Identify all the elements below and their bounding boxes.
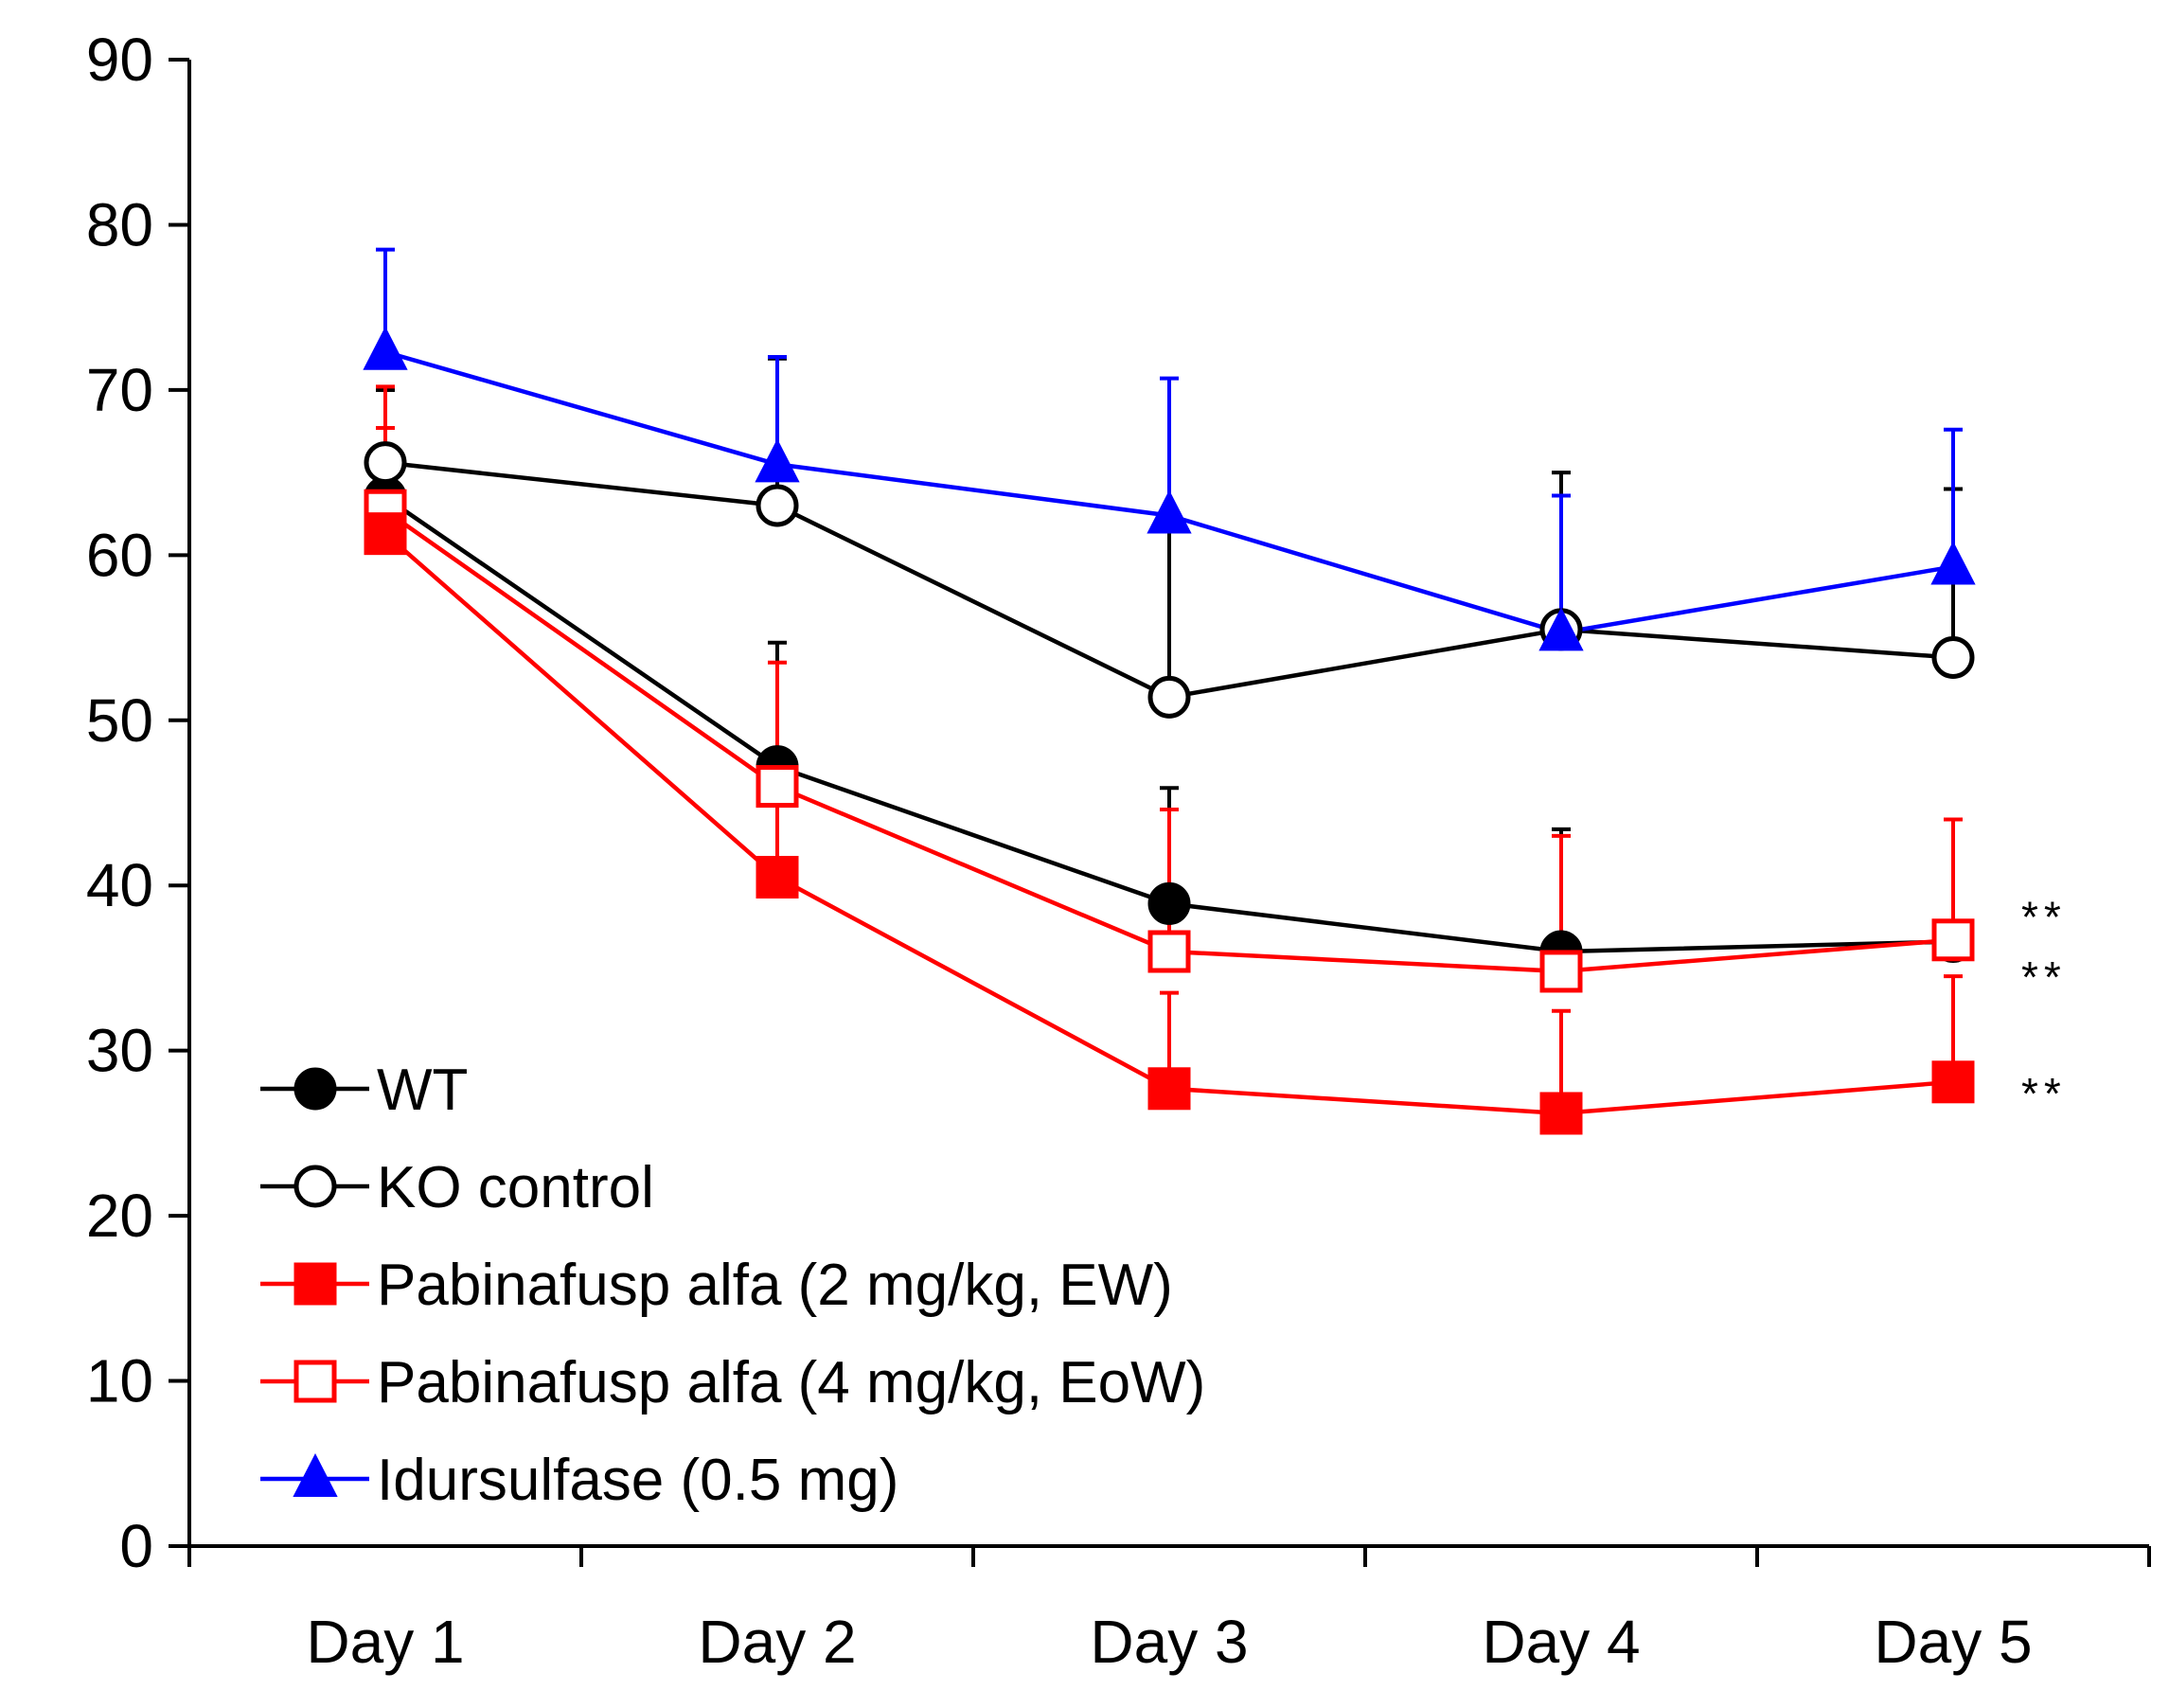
- y-tick-label: 40: [86, 851, 153, 919]
- x-tick-label: Day 2: [698, 1608, 856, 1676]
- y-tick-label: 50: [86, 686, 153, 755]
- data-point: [1931, 1060, 1975, 1104]
- legend-marker: [293, 1262, 337, 1306]
- data-point: [1147, 1067, 1191, 1111]
- data-point: [1147, 881, 1191, 925]
- y-tick-label: 60: [86, 521, 153, 589]
- data-point: [1538, 607, 1584, 651]
- significance-label: **: [2021, 952, 2067, 1002]
- x-tick-label: Day 1: [306, 1608, 464, 1676]
- data-point: [1147, 930, 1191, 973]
- data-point: [756, 484, 799, 527]
- y-tick-label: 90: [86, 26, 153, 94]
- y-tick-label: 70: [86, 356, 153, 424]
- significance-annotations: ** ** **: [2021, 893, 2067, 1118]
- data-point: [756, 765, 799, 809]
- legend-label: WT: [377, 1058, 468, 1123]
- significance-label: **: [2021, 1069, 2067, 1118]
- data-point: [1539, 950, 1583, 993]
- legend-label: Pabinafusp alfa (2 mg/kg, EW): [377, 1253, 1173, 1318]
- data-point: [1147, 489, 1192, 534]
- data-point: [756, 856, 799, 898]
- x-tick-label: Day 3: [1090, 1608, 1248, 1676]
- x-tick-label: Day 5: [1874, 1608, 2032, 1676]
- chart-axes: 0 10 20 30 40 50 60 70 80 90 Day 1 Day 2 Day 3 Day 4 D…: [86, 26, 2151, 1676]
- data-point: [1539, 1092, 1583, 1135]
- y-tick-label: 0: [119, 1512, 153, 1580]
- data-point: [1930, 541, 1976, 585]
- legend: WT KO control Pabinafusp alfa (2 mg/kg, EW…: [260, 1058, 1205, 1513]
- data-point: [1147, 675, 1191, 719]
- significance-label: **: [2021, 893, 2067, 942]
- legend-marker: [293, 1165, 337, 1208]
- x-tick-label: Day 4: [1482, 1608, 1640, 1676]
- legend-label: KO control: [377, 1155, 654, 1220]
- series-markers: [363, 326, 1976, 1135]
- data-point: [755, 438, 800, 483]
- legend-label: Pabinafusp alfa (4 mg/kg, EoW): [377, 1350, 1205, 1415]
- data-point: [364, 512, 407, 556]
- data-point: [364, 441, 407, 485]
- y-tick-label: 80: [86, 190, 153, 258]
- legend-label: Idursulfase (0.5 mg): [377, 1448, 898, 1513]
- data-point: [1931, 635, 1975, 679]
- legend-marker: [293, 1453, 338, 1497]
- y-tick-label: 20: [86, 1182, 153, 1250]
- legend-marker: [293, 1360, 337, 1403]
- y-tick-label: 30: [86, 1017, 153, 1085]
- y-tick-label: 10: [86, 1347, 153, 1415]
- data-point: [363, 326, 408, 370]
- data-point: [1931, 918, 1975, 962]
- legend-marker: [293, 1067, 337, 1111]
